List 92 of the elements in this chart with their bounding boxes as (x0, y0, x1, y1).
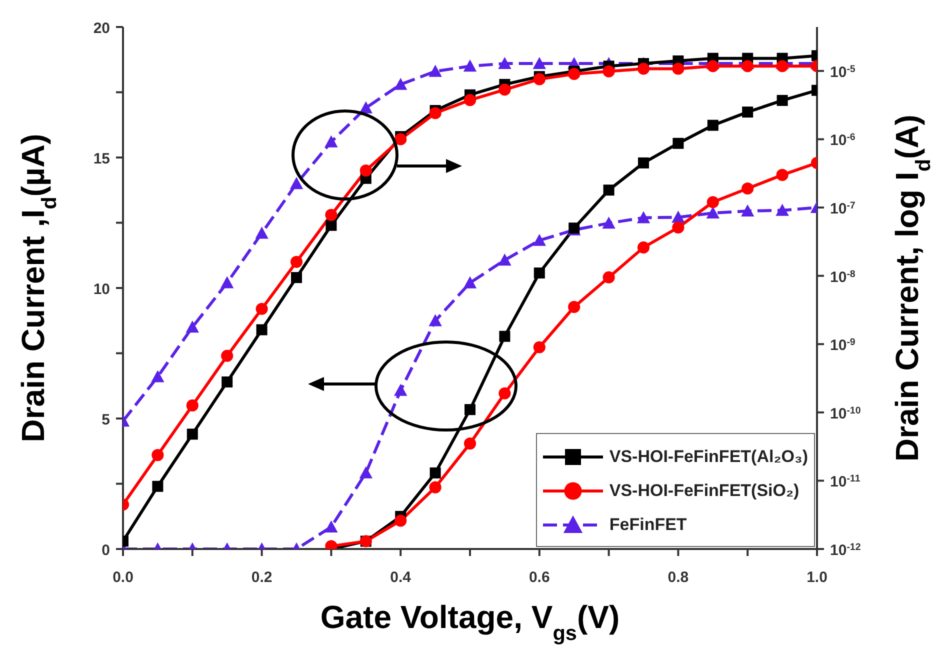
point (324, 135, 338, 148)
point (464, 404, 476, 416)
point (256, 324, 268, 336)
point (291, 272, 302, 284)
x-tick-label: 0.2 (251, 569, 272, 586)
point (186, 320, 199, 333)
x-tick-label: 0.6 (528, 569, 550, 586)
point (706, 196, 719, 208)
point (463, 276, 477, 288)
point (325, 208, 338, 221)
point (256, 302, 268, 315)
point (637, 62, 650, 75)
point (603, 184, 614, 196)
y-tick-label: 15 (93, 150, 110, 168)
point (742, 60, 754, 72)
point (394, 384, 408, 396)
legend-label: VS-HOI-FeFinFET(SiO₂) (609, 481, 800, 501)
x-tick-label: 0.0 (112, 569, 134, 586)
point (532, 56, 546, 70)
point (429, 481, 442, 494)
y-tick-label: 5 (102, 412, 110, 428)
y-tick-label: 0 (102, 542, 110, 559)
point (534, 268, 545, 278)
point (394, 78, 408, 90)
point (290, 256, 303, 268)
y2-tick-label: 10$^{-9}$ (830, 336, 856, 354)
point (672, 62, 684, 75)
x-tick-label: 0.8 (668, 569, 689, 586)
point (464, 438, 476, 450)
point (741, 204, 754, 216)
point (359, 466, 372, 478)
point (152, 480, 164, 492)
point (742, 106, 754, 118)
legend-label: FeFinFET (609, 515, 687, 535)
point (568, 300, 580, 314)
point (776, 168, 788, 181)
y2-tick-label: 10$^{-12}$ (830, 542, 862, 559)
point (221, 350, 234, 362)
point (498, 84, 511, 96)
point (428, 64, 442, 77)
point (636, 211, 650, 224)
y2-tick-label: 10$^{-11}$ (830, 473, 861, 491)
point (638, 157, 649, 168)
point (186, 399, 198, 412)
y2-tick-label: 10$^{-8}$ (830, 268, 856, 286)
point (463, 60, 477, 72)
point (152, 448, 164, 462)
point (499, 330, 510, 342)
point (707, 120, 718, 131)
point (637, 241, 650, 254)
point (360, 164, 372, 177)
point (429, 107, 442, 120)
point (672, 221, 684, 234)
point (532, 234, 546, 246)
y2-tick-label: 10$^{-7}$ (830, 200, 856, 218)
point (324, 520, 338, 532)
point (568, 68, 580, 80)
point (498, 56, 512, 70)
y2-tick-label: 10$^{-6}$ (830, 132, 856, 150)
point (290, 177, 304, 190)
point (602, 271, 615, 284)
point (428, 314, 442, 326)
point (602, 216, 616, 229)
point (706, 206, 720, 219)
point (186, 428, 198, 440)
point (498, 253, 512, 266)
point (776, 94, 788, 106)
y2-tick-label: 10$^{-5}$ (830, 63, 856, 81)
point (255, 226, 268, 239)
point (394, 514, 407, 527)
x-axis-title: Gate Voltage, V$_{gs}$(V) (320, 599, 620, 644)
point (326, 220, 337, 231)
point (464, 94, 476, 106)
point (533, 73, 546, 86)
point (222, 376, 233, 388)
y-tick-label: 20 (93, 20, 110, 37)
point (706, 60, 719, 72)
point (430, 467, 441, 478)
legend-label: VS-HOI-FeFinFET(Al₂O₃) (609, 447, 808, 467)
y2-tick-label: 10$^{-10}$ (830, 404, 862, 422)
y-tick-label: 10 (93, 281, 110, 298)
point (776, 204, 789, 216)
point (151, 370, 164, 382)
point (776, 60, 788, 72)
point (742, 182, 754, 195)
point (533, 341, 546, 354)
point (394, 133, 407, 146)
x-tick-label: 1.0 (806, 569, 828, 586)
point (672, 138, 684, 149)
point (220, 276, 234, 288)
x-tick-label: 0.4 (390, 569, 412, 586)
point (498, 387, 511, 400)
